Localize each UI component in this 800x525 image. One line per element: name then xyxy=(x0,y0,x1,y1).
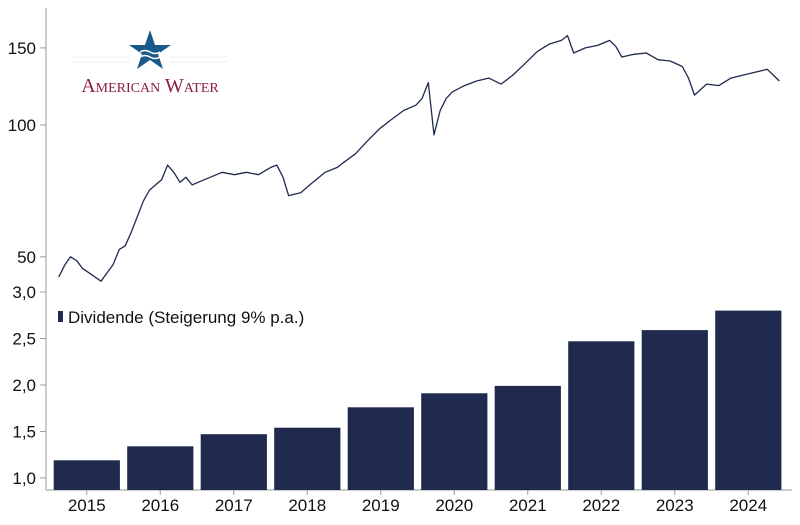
dividend-x-tick-label: 2016 xyxy=(141,496,179,515)
dividend-x-tick-label: 2020 xyxy=(435,496,473,515)
logo-text: American Water xyxy=(81,75,219,97)
legend-label: Dividende (Steigerung 9% p.a.) xyxy=(68,308,304,327)
dividend-y-tick-label: 2,5 xyxy=(12,329,36,348)
price-line-panel: 50 100 150 xyxy=(8,8,780,290)
dividend-y-tick-label: 1,0 xyxy=(12,469,36,488)
dividend-x-tick-label: 2018 xyxy=(288,496,326,515)
dividend-bar xyxy=(53,460,120,490)
dividend-bar xyxy=(274,427,341,490)
dividend-x-tick-label: 2023 xyxy=(656,496,694,515)
dividend-x-tick-label: 2022 xyxy=(582,496,620,515)
dividend-bar xyxy=(715,310,782,490)
dividend-bar xyxy=(127,446,194,490)
price-y-tick-label: 100 xyxy=(8,116,36,135)
price-y-tick-label: 50 xyxy=(17,248,36,267)
dividend-bar xyxy=(568,341,635,490)
dividend-x-tick-label: 2021 xyxy=(509,496,547,515)
dividend-y-tick-label: 1,5 xyxy=(12,422,36,441)
dividend-x-tick-label: 2024 xyxy=(729,496,767,515)
star-wave-logo-icon xyxy=(72,30,228,69)
dividend-bar xyxy=(347,407,414,490)
price-line-series xyxy=(58,34,780,282)
dividend-x-tick-label: 2017 xyxy=(215,496,253,515)
dividend-bar xyxy=(641,330,708,490)
price-y-tick-label: 150 xyxy=(8,39,36,58)
legend-swatch xyxy=(58,311,63,322)
dividend-bar xyxy=(421,393,488,490)
dividend-bar xyxy=(494,385,561,490)
dividend-y-tick-label: 2,0 xyxy=(12,376,36,395)
dividend-x-tick-label: 2019 xyxy=(362,496,400,515)
dividend-y-tick-label: 3,0 xyxy=(12,283,36,302)
legend: Dividende (Steigerung 9% p.a.) xyxy=(58,308,304,327)
dividend-bar-panel: Dividende (Steigerung 9% p.a.) 1,0 1,5 2,0… xyxy=(12,283,792,515)
dividend-x-tick-label: 2015 xyxy=(68,496,106,515)
logo: American Water xyxy=(72,30,228,97)
dividend-bar xyxy=(200,434,267,490)
